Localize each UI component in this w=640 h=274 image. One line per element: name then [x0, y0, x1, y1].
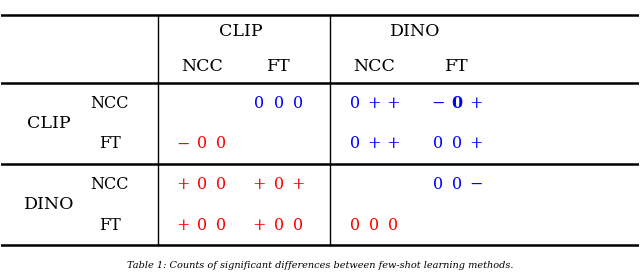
Text: 0: 0 [350, 135, 360, 152]
Text: FT: FT [267, 58, 291, 75]
Text: 0: 0 [273, 217, 284, 234]
Text: 0: 0 [452, 176, 462, 193]
Text: 0: 0 [197, 176, 207, 193]
Text: 0: 0 [216, 217, 227, 234]
Text: +: + [253, 176, 266, 193]
Text: +: + [469, 95, 483, 112]
Text: FT: FT [445, 58, 469, 75]
Text: +: + [291, 176, 305, 193]
Text: 0: 0 [433, 135, 443, 152]
Text: +: + [176, 217, 189, 234]
Text: 0: 0 [197, 217, 207, 234]
Text: 0: 0 [350, 95, 360, 112]
Text: 0: 0 [292, 217, 303, 234]
Text: +: + [387, 135, 400, 152]
Text: −: − [469, 176, 483, 193]
Text: 0: 0 [292, 95, 303, 112]
Text: 0: 0 [433, 176, 443, 193]
Text: NCC: NCC [90, 176, 129, 193]
Text: 0: 0 [273, 95, 284, 112]
Text: 0: 0 [452, 135, 462, 152]
Text: CLIP: CLIP [28, 115, 71, 132]
Text: −: − [431, 95, 445, 112]
Text: Table 1: Counts of significant differences between few-shot learning methods.: Table 1: Counts of significant differenc… [127, 261, 513, 270]
Text: +: + [469, 135, 483, 152]
Text: 0: 0 [350, 217, 360, 234]
Text: +: + [367, 135, 381, 152]
Text: +: + [253, 217, 266, 234]
Text: +: + [176, 176, 189, 193]
Text: NCC: NCC [181, 58, 223, 75]
Text: −: − [176, 135, 189, 152]
Text: FT: FT [99, 135, 120, 152]
Text: NCC: NCC [90, 95, 129, 112]
Text: CLIP: CLIP [218, 24, 262, 41]
Text: 0: 0 [197, 135, 207, 152]
Text: +: + [387, 95, 400, 112]
Text: +: + [367, 95, 381, 112]
Text: 0: 0 [451, 95, 463, 112]
Text: FT: FT [99, 217, 120, 234]
Text: 0: 0 [255, 95, 264, 112]
Text: 0: 0 [216, 176, 227, 193]
Text: NCC: NCC [353, 58, 395, 75]
Text: 0: 0 [273, 176, 284, 193]
Text: DINO: DINO [390, 24, 441, 41]
Text: DINO: DINO [24, 196, 74, 213]
Text: 0: 0 [369, 217, 380, 234]
Text: 0: 0 [216, 135, 227, 152]
Text: 0: 0 [388, 217, 398, 234]
